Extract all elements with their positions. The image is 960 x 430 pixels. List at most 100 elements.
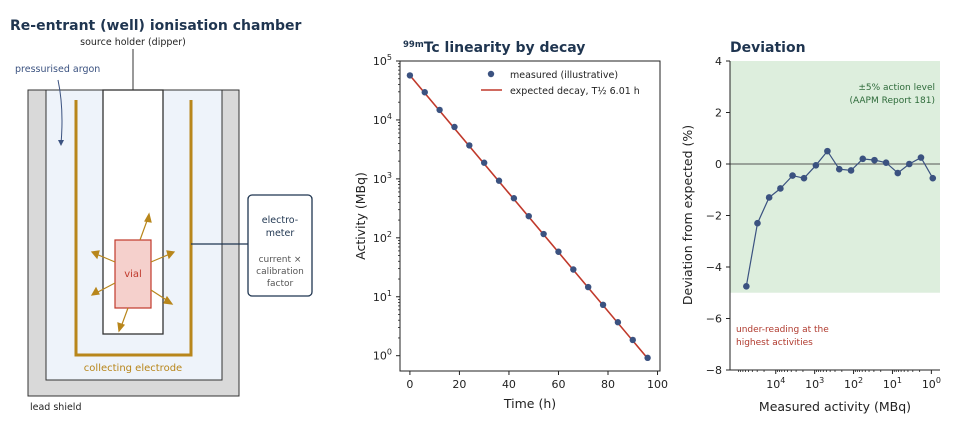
legend-expected-label: expected decay, T½ 6.01 h [510,86,640,97]
chamber-diagram: Re-entrant (well) ionisation chamber sou… [10,18,313,413]
chart1-y-axis-label: Activity (MBq) [353,172,368,260]
chart2-x-tick-label-base: 10 [883,378,897,391]
chart1-y-tick-label: 101 [373,289,392,304]
measured-point [525,212,532,220]
chart2-y-tick-label: −6 [706,313,722,326]
chart2-x-tick-label-exp: 0 [936,376,941,385]
deviation-chart: Deviation 104 103 102 101 100 420−2−4−6−8 ±5… [680,40,941,414]
electrometer-note-1: current × [259,255,302,265]
measured-point [495,177,503,184]
deviation-point [835,165,843,173]
gas-pointer-head [58,140,64,146]
measured-point [570,266,577,273]
chart1-title-superscript: 99m [403,40,424,50]
chart1-y-tick-label-exp: 0 [387,348,392,357]
deviation-point [765,194,773,201]
electrometer-box [247,194,313,297]
source-holder-label: source holder (dipper) [80,37,186,48]
measured-point [644,354,651,362]
chart2-x-tick-label-base: 10 [922,378,936,391]
chart2-series [743,147,937,290]
chart1-x-tick-label: 0 [406,378,413,391]
diagram-title: Re-entrant (well) ionisation chamber [10,18,302,34]
chart1-y-tick-label-base: 10 [373,232,387,245]
deviation-point [743,283,750,290]
chart1-y-tick-label: 104 [373,112,392,127]
electrometer-note-2: calibration [256,267,304,277]
deviation-point [847,167,855,174]
chart1-y-tick-label-base: 10 [373,55,387,68]
gas-label: pressurised argon [15,64,100,75]
deviation-point [789,172,796,179]
chart1-y-tick-label-exp: 2 [387,230,392,239]
band-label-2: (AAPM Report 181) [849,96,935,106]
chart1-title-text: Tc linearity by decay [424,40,586,56]
chart2-x-tick-label: 103 [805,376,824,391]
chart2-y-axis-label: Deviation from expected (%) [680,125,695,305]
vial-label: vial [124,269,142,280]
chart2-y-tick-label: −8 [706,364,722,377]
band-label-1: ±5% action level [858,83,935,93]
deviation-point [800,174,808,182]
deviation-point [905,160,913,168]
chart2-x-ticks: 104 103 102 101 100 [738,370,941,391]
action-level-band [730,61,940,293]
chart1-y-tick-label: 105 [373,53,392,68]
measured-point [510,195,518,202]
chart2-x-tick-label-base: 10 [805,378,819,391]
chart1-y-tick-label-base: 10 [373,114,387,127]
chart2-x-tick-label-exp: 1 [897,376,902,385]
chart2-y-tick-label: 0 [715,158,722,171]
chart2-y-tick-label: 2 [715,107,722,120]
deviation-point [871,156,878,164]
chart2-x-tick-label: 101 [883,376,902,391]
linearity-chart: 99mTc linearity by decay 0 20 40 60 80 100 10… [353,40,668,411]
chart2-title: Deviation [730,40,806,56]
measured-point [584,283,592,291]
chart2-y-ticks: 4 2 0 −2 −4 −6 −8 [706,55,730,377]
chart1-x-tick-label: 100 [647,378,668,391]
measured-point [599,301,607,309]
lead-shield-label: lead shield [30,402,81,413]
measured-point [629,336,636,344]
deviation-point [929,174,937,182]
chart1-x-ticks: 0 20 40 60 80 100 [406,371,668,391]
chart2-y-tick-label: 4 [715,55,722,68]
chart1-plot-area [399,60,661,372]
measured-point [421,89,428,96]
chart1-y-tick-label-exp: 5 [387,53,392,62]
measured-point [406,72,414,79]
chart2-x-tick-label-exp: 2 [858,376,863,385]
chart1-y-tick-label-exp: 4 [387,112,392,121]
chart2-y-tick-label: −2 [706,210,722,223]
deviation-point [812,161,820,169]
electrometer-note-3: factor [267,279,294,289]
deviation-point [917,154,925,161]
measured-point [480,159,488,166]
deviation-point [824,147,831,155]
collecting-electrode [74,100,193,357]
chart1-series [406,72,651,362]
measured-point [451,123,458,131]
chart2-x-tick-label: 100 [922,376,941,391]
chart2-y-tick-label: −4 [706,261,722,274]
deviation-point [859,155,867,163]
legend-measured-marker [487,70,495,78]
chart1-x-tick-label: 60 [551,378,565,391]
legend-measured-label: measured (illustrative) [510,70,618,81]
electrometer-label-1: electro- [262,215,298,226]
under-reading-note-1: under-reading at the [736,325,829,335]
deviation-point [894,169,902,177]
gas-pointer [57,79,63,145]
chart2-x-axis-label: Measured activity (MBq) [759,399,911,414]
chart2-x-tick-label: 104 [766,376,785,391]
collecting-electrode-label: collecting electrode [84,363,182,374]
chart1-y-tick-label: 103 [373,171,392,186]
chart1-y-tick-label-base: 10 [373,350,387,363]
chart1-y-tick-label-base: 10 [373,173,387,186]
chart2-x-tick-label-exp: 3 [819,376,824,385]
chart2-x-tick-label: 102 [844,376,863,391]
chart1-y-tick-label-exp: 3 [387,171,392,180]
chart2-x-tick-label-exp: 4 [780,376,785,385]
